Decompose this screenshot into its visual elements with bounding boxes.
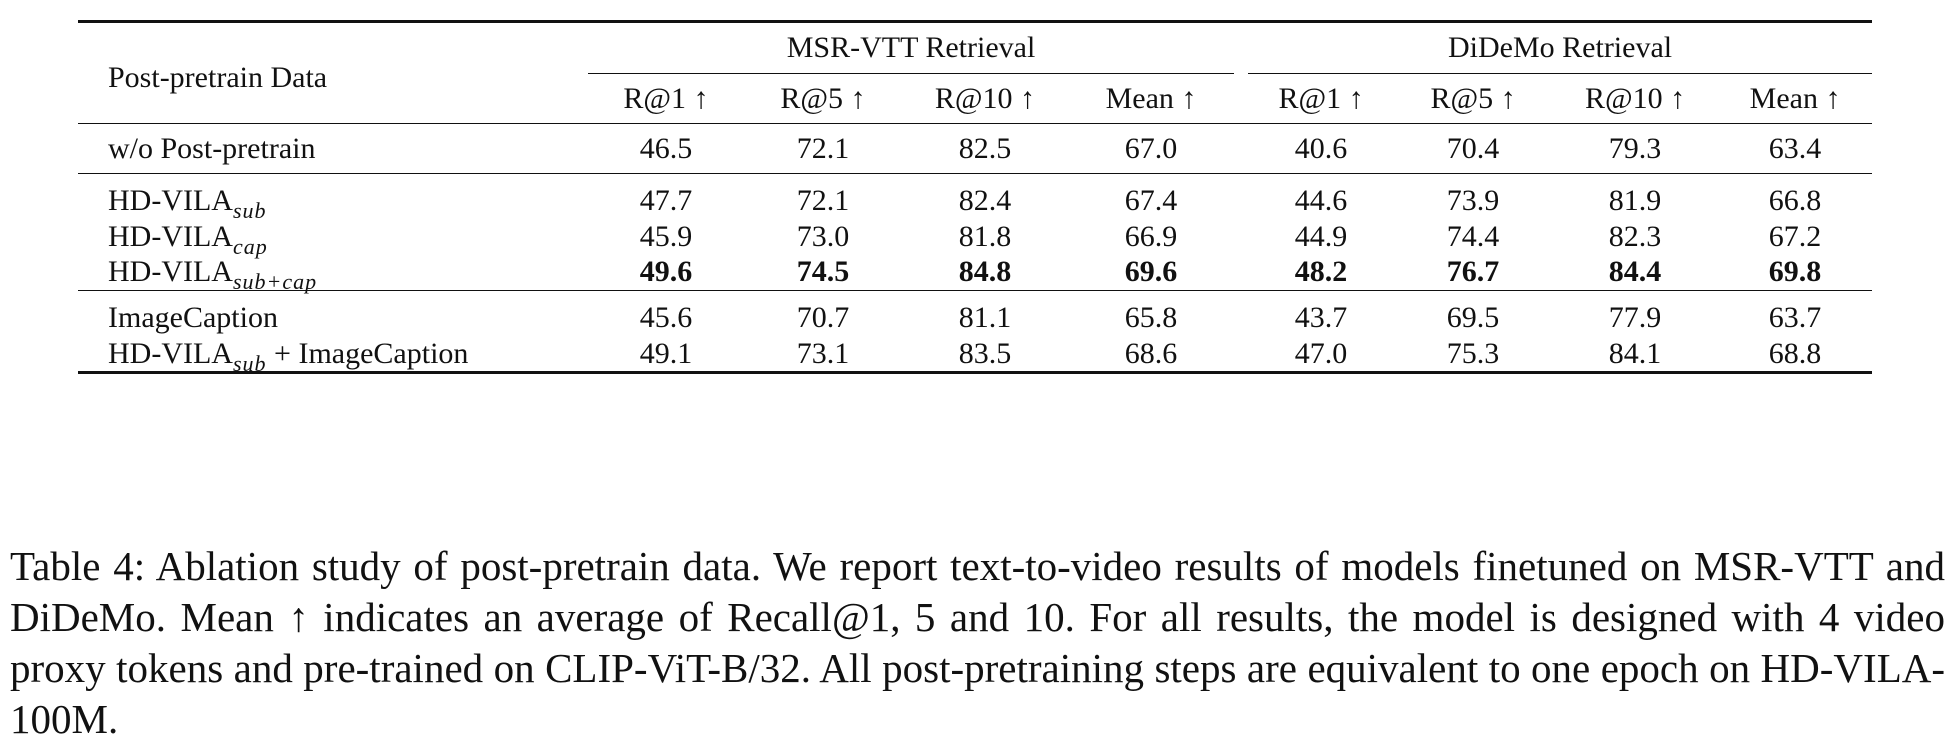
table-cell: 72.1: [744, 123, 902, 174]
table-cell: 81.1: [902, 290, 1068, 337]
table-cell: 73.9: [1394, 173, 1553, 220]
row-name: w/o Post-pretrain: [78, 123, 588, 174]
table-row: HD-VILAsub + ImageCaption 49.1 73.1 83.5 68.…: [78, 336, 1873, 376]
table-cell: 75.3: [1446, 336, 1500, 370]
table-cell: 82.5: [902, 123, 1068, 174]
row-name: HD-VILAsub + ImageCaption: [108, 336, 469, 376]
table-cell: 43.7: [1248, 290, 1395, 337]
metric-header: R@1 ↑: [1278, 81, 1364, 115]
table-cell: 82.3: [1608, 219, 1662, 253]
metric-header: R@10 ↑: [934, 81, 1036, 115]
metric-header: Mean ↑: [1105, 81, 1197, 115]
table-cell: 48.2: [1294, 254, 1348, 288]
table-cell: 84.8: [958, 254, 1012, 288]
table-row: ImageCaption 45.6 70.7 81.1 65.8 43.7 69.5 77.9…: [78, 290, 1873, 337]
table-row: HD-VILAcap 45.9 73.0 81.8 66.9 44.9 74.4 82.3 67…: [78, 219, 1872, 259]
table-cell: 76.7: [1446, 254, 1500, 288]
table-cell: 67.0: [1068, 123, 1235, 174]
group-msrvtt: MSR-VTT Retrieval: [588, 21, 1235, 74]
table-cell: 49.1: [639, 336, 693, 370]
table-cell: 84.1: [1608, 336, 1662, 370]
metric-header: R@5 ↑: [780, 81, 866, 115]
table-cell: 46.5: [588, 123, 744, 174]
group-didemo: DiDeMo Retrieval: [1248, 21, 1873, 74]
table-row: w/o Post-pretrain 46.5 72.1 82.5 67.0 40.6 70.…: [78, 123, 1873, 174]
table-cell: 45.6: [588, 290, 744, 337]
table-cell: 74.5: [796, 254, 850, 288]
table-cell: 47.0: [1294, 336, 1348, 370]
results-table: Post-pretrain Data MSR-VTT Retrieval DiD…: [78, 20, 1873, 376]
row-name: HD-VILAsub+cap: [108, 254, 318, 294]
table-cell: 68.6: [1124, 336, 1178, 370]
table-cell: 79.3: [1552, 123, 1719, 174]
table-cell: 47.7: [588, 173, 744, 220]
table-cell: 69.8: [1768, 254, 1822, 288]
row-name: ImageCaption: [78, 290, 588, 337]
table-cell: 70.4: [1394, 123, 1553, 174]
table-cell: 63.4: [1718, 123, 1873, 174]
metric-header-row: R@1 ↑ R@5 ↑ R@10 ↑ Mean ↑ R@1 ↑ R@5 ↑ R@…: [78, 74, 1872, 124]
table-cell: 63.7: [1718, 290, 1873, 337]
table-row: HD-VILAsub 47.7 72.1 82.4 67.4 44.6 73.9 81.9 66…: [78, 173, 1873, 221]
table-cell: 82.4: [902, 173, 1068, 220]
table-row: HD-VILAsub+cap 49.6 74.5 84.8 69.6 48.2 76.7 84…: [78, 254, 1872, 294]
row-header-label: Post-pretrain Data: [108, 61, 328, 94]
table-body: w/o Post-pretrain 46.5 72.1 82.5 67.0 40.6 70.…: [78, 123, 1873, 376]
table-cell: 72.1: [744, 173, 902, 220]
table-cell: 77.9: [1552, 290, 1719, 337]
table-cell: 68.8: [1768, 336, 1822, 370]
table-cell: 40.6: [1248, 123, 1395, 174]
table-cell: 74.4: [1446, 219, 1500, 253]
metric-header: R@1 ↑: [623, 81, 709, 115]
metric-header: R@10 ↑: [1584, 81, 1686, 115]
table-cell: 70.7: [744, 290, 902, 337]
table-cell: 44.9: [1294, 219, 1348, 253]
group-header-row: Post-pretrain Data MSR-VTT Retrieval DiD…: [78, 21, 1873, 94]
table-cell: 44.6: [1248, 173, 1395, 220]
table-cell: 83.5: [958, 336, 1012, 370]
table-cell: 69.5: [1394, 290, 1553, 337]
table-cell: 45.9: [639, 219, 693, 253]
metric-header: Mean ↑: [1749, 81, 1841, 115]
table-cell: 49.6: [639, 254, 693, 288]
table-cell: 73.1: [796, 336, 850, 370]
row-name: HD-VILAsub: [78, 173, 588, 221]
table-cell: 73.0: [796, 219, 850, 253]
table-cell: 81.8: [958, 219, 1012, 253]
table-cell: 81.9: [1552, 173, 1719, 220]
table-cell: 84.4: [1608, 254, 1662, 288]
table-caption: Table 4: Ablation study of post-pretrain…: [10, 543, 1945, 742]
table-cell: 67.4: [1068, 173, 1235, 220]
table-cell: 66.9: [1124, 219, 1178, 253]
row-name: HD-VILAcap: [108, 219, 268, 259]
table-cell: 66.8: [1718, 173, 1873, 220]
table-cell: 69.6: [1124, 254, 1178, 288]
metric-header: R@5 ↑: [1430, 81, 1516, 115]
table-cell: 67.2: [1768, 219, 1822, 253]
table-cell: 65.8: [1068, 290, 1235, 337]
ablation-table: Post-pretrain Data MSR-VTT Retrieval DiD…: [78, 20, 1873, 376]
